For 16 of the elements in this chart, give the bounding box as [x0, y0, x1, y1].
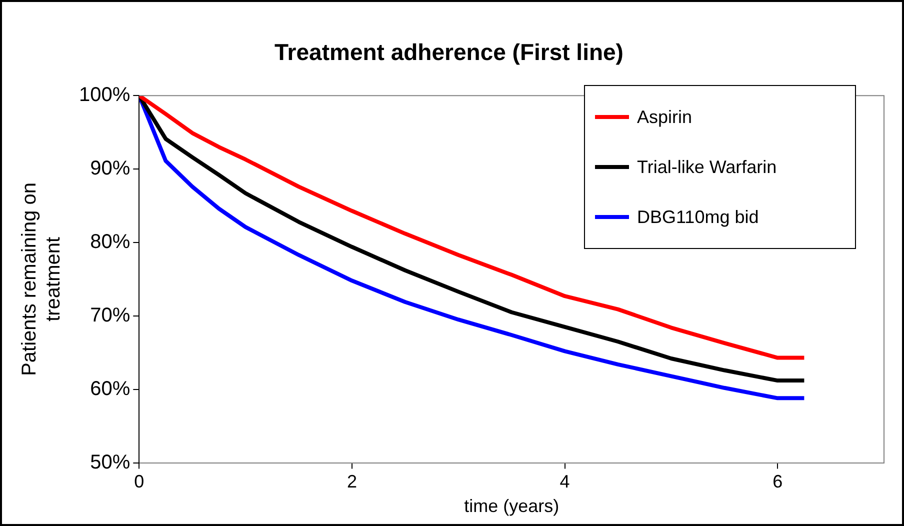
y-axis-title: Patients remaining on treatment: [18, 182, 65, 376]
y-tick-label: 90%: [90, 158, 130, 180]
chart-title: Treatment adherence (First line): [274, 39, 624, 66]
x-tick-label: 0: [134, 472, 144, 492]
y-tick-label: 60%: [90, 378, 130, 400]
legend-label: Trial-like Warfarin: [637, 156, 777, 178]
x-tick-label: 4: [560, 472, 570, 492]
legend-label: DBG110mg bid: [637, 206, 759, 228]
y-tick-label: 50%: [90, 451, 130, 474]
y-tick-label: 100%: [78, 84, 130, 106]
x-tick-label: 6: [772, 472, 783, 492]
x-tick-label: 2: [346, 472, 357, 492]
y-tick-label: 80%: [90, 230, 130, 253]
x-axis-title: time (years): [464, 496, 560, 516]
legend-label: Aspirin: [637, 106, 692, 128]
y-tick-label: 70%: [90, 304, 130, 326]
